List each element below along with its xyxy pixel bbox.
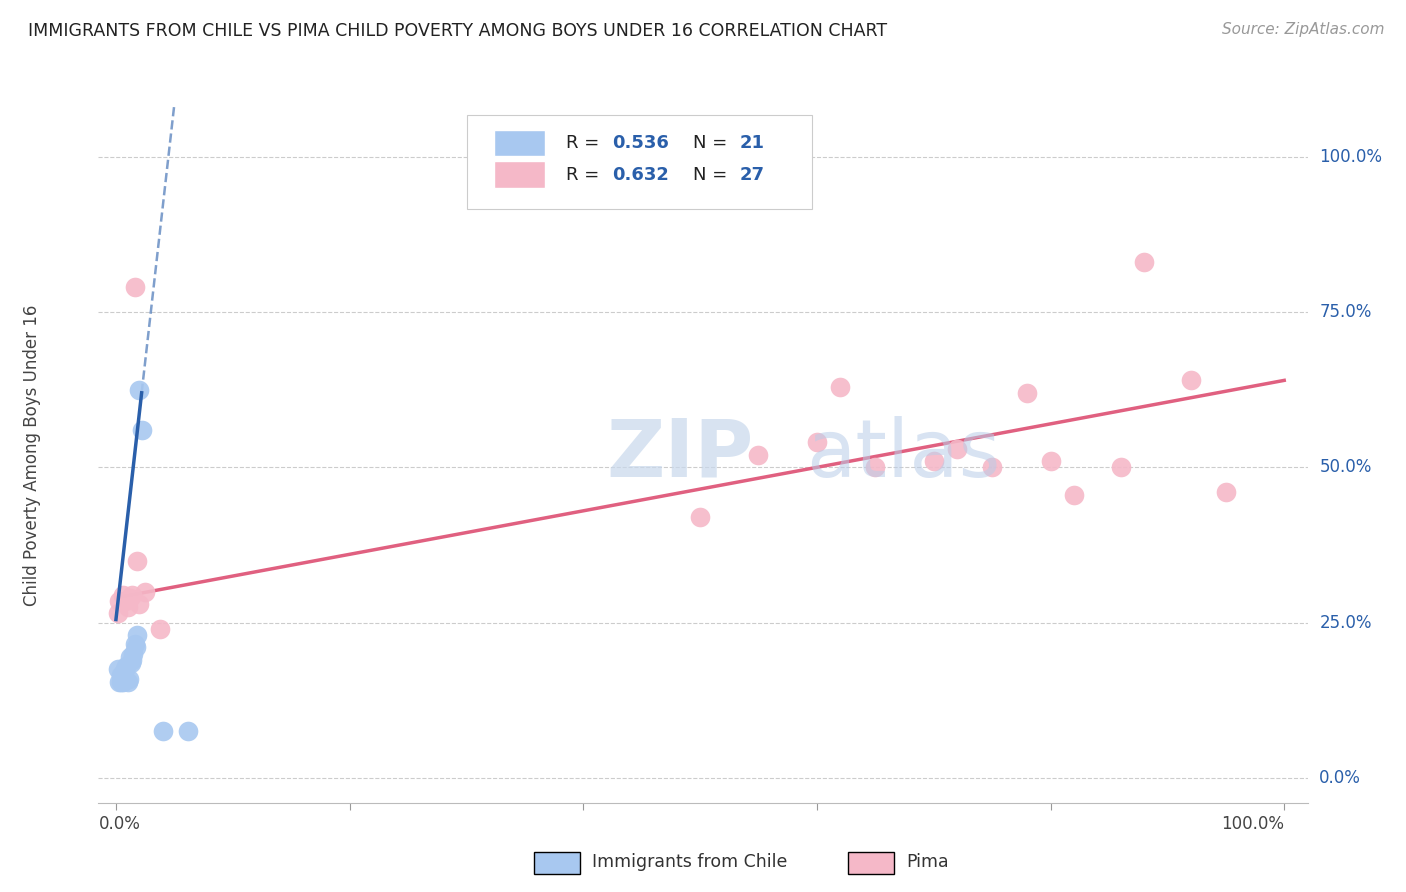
Point xyxy=(981,460,1004,475)
Point xyxy=(121,588,143,602)
Text: R =: R = xyxy=(567,134,606,153)
Point xyxy=(118,649,141,664)
FancyBboxPatch shape xyxy=(534,852,579,874)
Point xyxy=(125,553,148,567)
Text: 75.0%: 75.0% xyxy=(1319,303,1372,321)
Point xyxy=(1017,385,1039,400)
Point xyxy=(117,674,139,689)
Point xyxy=(111,588,134,602)
FancyBboxPatch shape xyxy=(848,852,894,874)
Point xyxy=(112,665,135,680)
Text: N =: N = xyxy=(693,166,734,184)
Point xyxy=(125,640,148,655)
Text: Immigrants from Chile: Immigrants from Chile xyxy=(592,853,787,871)
Text: 0.0%: 0.0% xyxy=(1319,769,1361,787)
Point xyxy=(124,637,146,651)
Point xyxy=(118,591,141,605)
Text: 27: 27 xyxy=(740,166,765,184)
Point xyxy=(131,423,153,437)
Point xyxy=(107,607,129,621)
Point xyxy=(114,594,136,608)
Point xyxy=(114,662,136,676)
Point xyxy=(689,510,711,524)
Text: 0.632: 0.632 xyxy=(612,166,669,184)
Point xyxy=(922,454,945,468)
Point xyxy=(149,622,172,636)
Point xyxy=(108,594,131,608)
Point xyxy=(110,668,132,682)
FancyBboxPatch shape xyxy=(494,161,544,187)
Point xyxy=(122,647,145,661)
Text: 21: 21 xyxy=(740,134,765,153)
Text: IMMIGRANTS FROM CHILE VS PIMA CHILD POVERTY AMONG BOYS UNDER 16 CORRELATION CHAR: IMMIGRANTS FROM CHILE VS PIMA CHILD POVE… xyxy=(28,22,887,40)
Point xyxy=(1039,454,1062,468)
Point xyxy=(124,280,146,294)
Text: 0.536: 0.536 xyxy=(612,134,669,153)
Point xyxy=(107,662,129,676)
FancyBboxPatch shape xyxy=(467,115,811,210)
Point xyxy=(177,724,200,739)
Point xyxy=(1109,460,1132,475)
Point xyxy=(946,442,969,456)
Text: atlas: atlas xyxy=(806,416,1000,494)
Point xyxy=(118,672,141,686)
Point xyxy=(1180,373,1202,387)
Point xyxy=(117,600,139,615)
Text: N =: N = xyxy=(693,134,734,153)
Text: 100.0%: 100.0% xyxy=(1222,815,1284,833)
Text: 100.0%: 100.0% xyxy=(1319,148,1382,166)
Text: 0.0%: 0.0% xyxy=(98,815,141,833)
Point xyxy=(121,653,143,667)
Point xyxy=(115,659,138,673)
Text: Child Poverty Among Boys Under 16: Child Poverty Among Boys Under 16 xyxy=(22,304,41,606)
Text: 50.0%: 50.0% xyxy=(1319,458,1372,476)
Point xyxy=(110,674,132,689)
Point xyxy=(747,448,769,462)
Point xyxy=(1063,488,1085,502)
Point xyxy=(830,379,852,393)
FancyBboxPatch shape xyxy=(494,130,544,156)
Point xyxy=(152,724,174,739)
Point xyxy=(128,597,150,611)
Point xyxy=(865,460,887,475)
Point xyxy=(134,584,156,599)
Text: ZIP: ZIP xyxy=(606,416,754,494)
Text: Source: ZipAtlas.com: Source: ZipAtlas.com xyxy=(1222,22,1385,37)
Text: 25.0%: 25.0% xyxy=(1319,614,1372,632)
Point xyxy=(128,383,150,397)
Text: Pima: Pima xyxy=(905,853,949,871)
Point xyxy=(120,656,142,670)
Point xyxy=(111,674,134,689)
Text: R =: R = xyxy=(567,166,606,184)
Point xyxy=(1215,485,1237,500)
Point xyxy=(806,435,828,450)
Point xyxy=(125,628,148,642)
Point xyxy=(1133,255,1156,269)
Point xyxy=(108,674,131,689)
